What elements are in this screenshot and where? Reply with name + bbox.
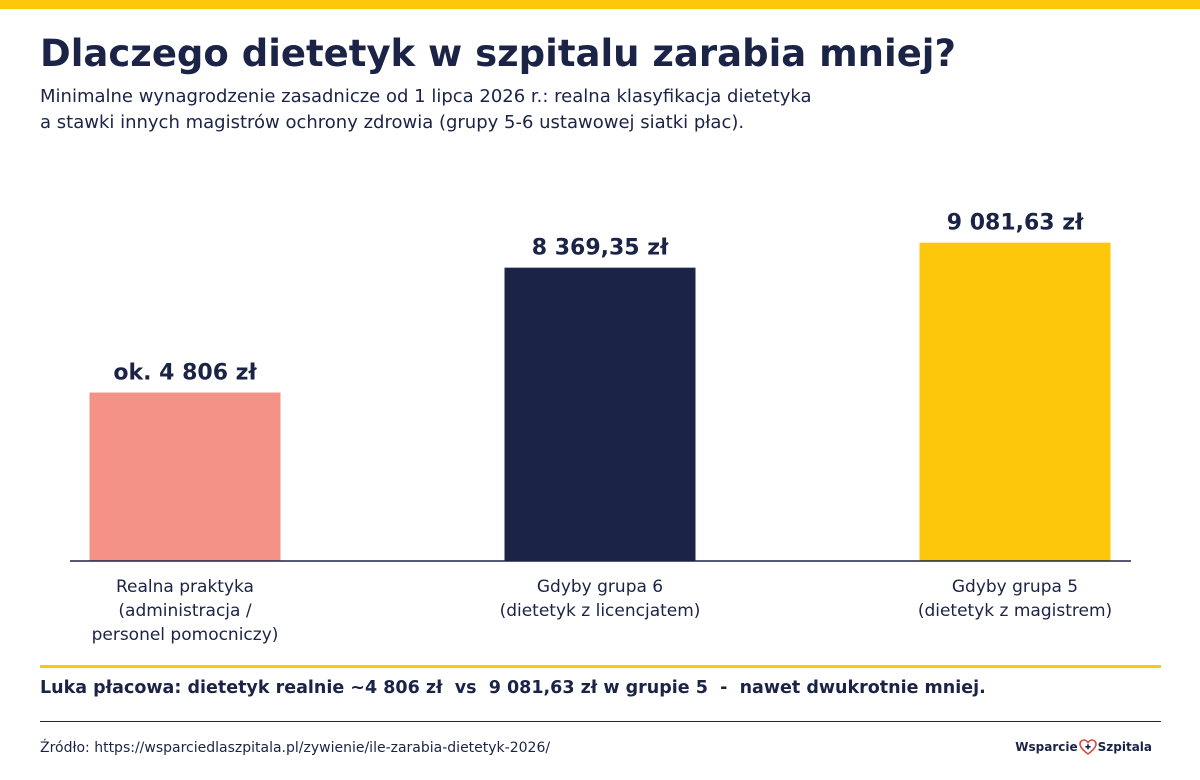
- category-label-line: Gdyby grupa 5: [951, 577, 1079, 597]
- category-label-2: Gdyby grupa 6 (dietetyk z licencjatem): [460, 575, 740, 623]
- category-label-line: Realna praktyka: [116, 577, 254, 597]
- brand-logo: Wsparcie Szpitala: [1015, 739, 1152, 755]
- page-title: Dlaczego dietetyk w szpitalu zarabia mni…: [40, 32, 956, 75]
- category-label-line: Gdyby grupa 6: [536, 577, 664, 597]
- subtitle-line: a stawki innych magistrów ochrony zdrowi…: [40, 112, 745, 133]
- heart-cross-icon: [1078, 739, 1097, 755]
- value-label-3: 9 081,63 zł: [947, 211, 1084, 236]
- value-label-1: ok. 4 806 zł: [113, 361, 257, 386]
- wage-gap-note: Luka płacowa: dietetyk realnie ~4 806 zł…: [40, 678, 986, 698]
- bar-chart: ok. 4 806 zł 8 369,35 zł 9 081,63 zł: [70, 211, 1131, 562]
- category-label-line: (administracja /: [118, 601, 252, 621]
- subtitle-line: Minimalne wynagrodzenie zasadnicze od 1 …: [40, 86, 812, 107]
- logo-text-left: Wsparcie: [1015, 740, 1078, 754]
- top-accent-bar: [0, 0, 1200, 9]
- logo-text-right: Szpitala: [1097, 740, 1152, 754]
- bar-3: [919, 242, 1111, 561]
- source-link[interactable]: Źródło: https://wsparciedlaszpitala.pl/z…: [40, 740, 551, 756]
- category-label-1: Realna praktyka (administracja / personel …: [45, 575, 325, 647]
- page-subtitle: Minimalne wynagrodzenie zasadnicze od 1 …: [40, 84, 940, 136]
- category-label-3: Gdyby grupa 5 (dietetyk z magistrem): [875, 575, 1155, 623]
- category-label-line: (dietetyk z magistrem): [917, 601, 1113, 621]
- category-label-line: personel pomocniczy): [91, 625, 279, 645]
- divider-dark: [40, 721, 1161, 722]
- divider-yellow: [40, 665, 1161, 668]
- bar-1: [89, 392, 281, 561]
- bar-2: [504, 267, 696, 561]
- value-label-2: 8 369,35 zł: [532, 236, 669, 261]
- category-label-line: (dietetyk z licencjatem): [499, 601, 701, 621]
